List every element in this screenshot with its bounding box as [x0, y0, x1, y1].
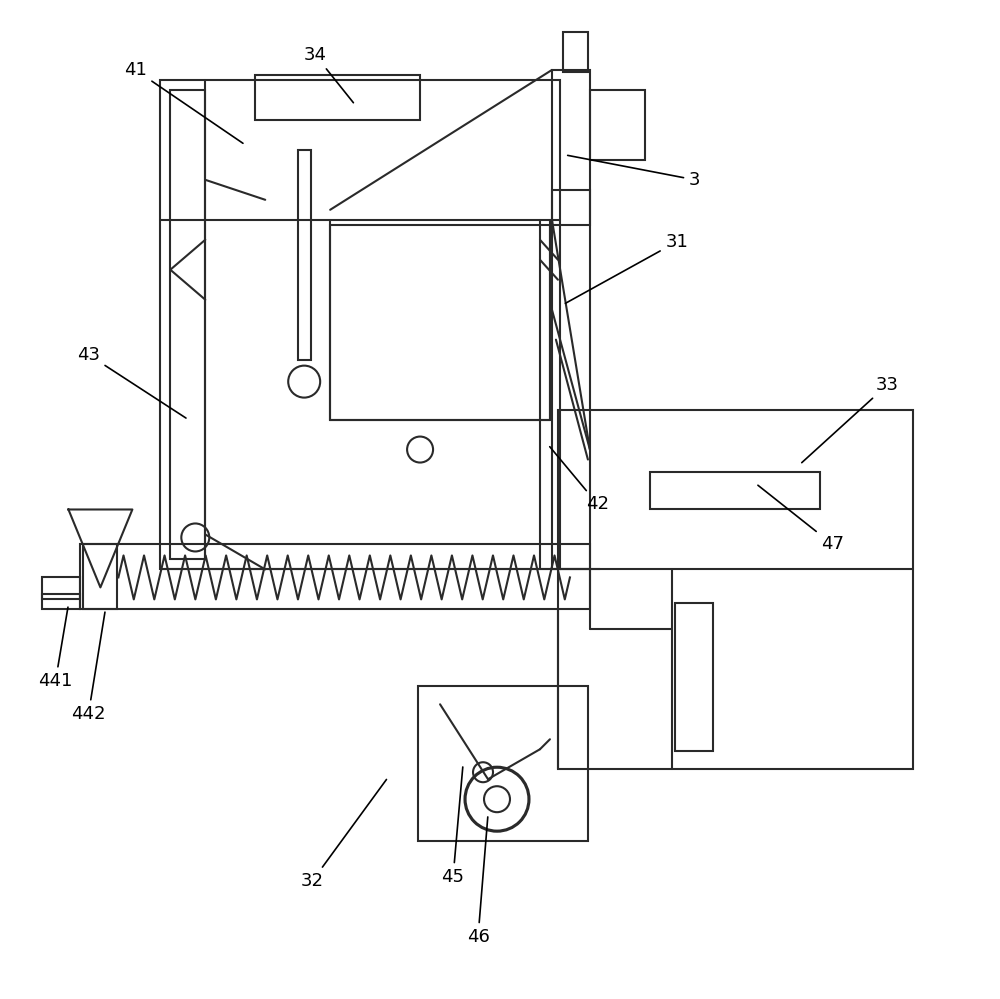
Text: 47: 47 [758, 486, 844, 553]
Bar [83, 544, 117, 609]
Bar [558, 410, 913, 769]
Bar [650, 472, 820, 509]
Text: 45: 45 [442, 767, 465, 886]
Text: 43: 43 [77, 346, 186, 418]
Text: 34: 34 [304, 46, 353, 103]
Text: 31: 31 [565, 233, 688, 304]
Bar [552, 190, 590, 569]
Bar [42, 577, 80, 599]
Text: 3: 3 [568, 156, 701, 189]
Text: 46: 46 [467, 817, 489, 946]
Text: 442: 442 [71, 612, 106, 723]
Text: 33: 33 [802, 376, 899, 463]
Bar [563, 32, 588, 72]
Bar [80, 544, 590, 609]
Bar [42, 594, 80, 609]
Bar [160, 80, 560, 569]
Bar [170, 90, 205, 559]
Text: 42: 42 [550, 447, 609, 513]
Text: 32: 32 [301, 779, 386, 890]
Bar [675, 603, 713, 751]
Bar [418, 686, 588, 841]
Bar [552, 70, 590, 225]
Text: 41: 41 [124, 61, 243, 143]
Bar [255, 75, 420, 120]
Bar [590, 90, 645, 160]
Text: 441: 441 [38, 607, 73, 690]
Bar [330, 225, 550, 420]
Bar [298, 150, 311, 360]
